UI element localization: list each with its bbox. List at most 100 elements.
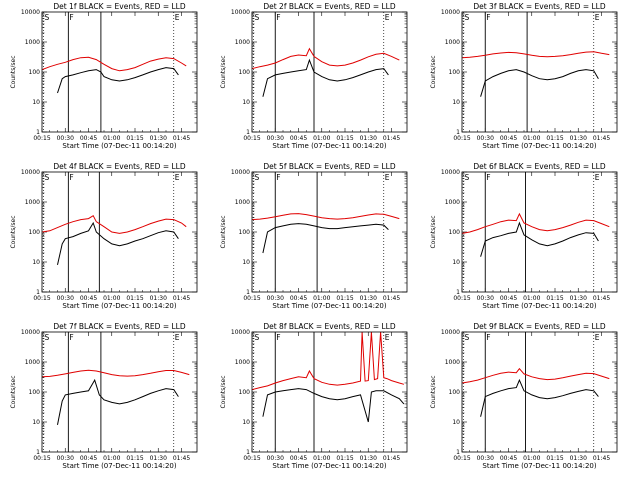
event-marker-label: F — [486, 173, 490, 182]
y-axis-label: Counts/sec — [220, 375, 227, 408]
series-group — [42, 214, 187, 266]
y-tick-label: 100 — [239, 229, 251, 236]
y-tick-label: 10 — [242, 99, 250, 106]
x-tick-label: 00:15 — [453, 135, 470, 142]
x-tick-label: 01:15 — [546, 455, 563, 462]
y-tick-label: 10000 — [21, 169, 40, 176]
x-tick-label: 00:45 — [500, 455, 517, 462]
series-line-events — [262, 223, 389, 254]
event-marker-label: F — [69, 173, 73, 182]
x-axis-label: Start Time (07-Dec-11 00:14:20) — [62, 462, 176, 470]
series-line-events — [480, 378, 599, 417]
y-tick-label: 1 — [36, 449, 40, 456]
series-line-events — [262, 58, 389, 97]
x-tick-label: 00:45 — [500, 295, 517, 302]
series-line-lld — [462, 51, 610, 59]
y-tick-label: 100 — [29, 229, 41, 236]
y-tick-label: 1 — [36, 129, 40, 136]
x-tick-label: 00:15 — [33, 455, 50, 462]
x-tick-label: 01:45 — [383, 135, 400, 142]
x-tick-label: 00:30 — [57, 295, 74, 302]
series-group — [42, 56, 187, 94]
x-tick-label: 01:00 — [103, 295, 120, 302]
event-marker-label: S — [465, 13, 470, 22]
y-tick-label: 100 — [239, 389, 251, 396]
event-marker-label: E — [385, 13, 390, 22]
y-tick-label: 10 — [452, 99, 460, 106]
event-marker-label: F — [486, 13, 490, 22]
y-tick-label: 1000 — [235, 39, 250, 46]
x-tick-label: 00:15 — [243, 455, 260, 462]
x-tick-label: 00:45 — [290, 135, 307, 142]
x-tick-label: 00:30 — [57, 455, 74, 462]
event-marker-label: E — [175, 13, 180, 22]
event-marker-label: F — [276, 173, 280, 182]
panel-title: Det 9f BLACK = Events, RED = LLD — [473, 322, 606, 331]
x-axis-label: Start Time (07-Dec-11 00:14:20) — [272, 142, 386, 150]
y-axis-label: Counts/sec — [10, 375, 17, 408]
y-tick-label: 10000 — [441, 9, 460, 16]
y-tick-label: 10 — [32, 99, 40, 106]
plot-frame — [251, 331, 408, 453]
y-tick-label: 100 — [29, 69, 41, 76]
x-tick-label: 01:30 — [150, 135, 167, 142]
detector-panel-2: Det 2f BLACK = Events, RED = LLD 1 10 100 10… — [220, 2, 408, 150]
event-marker-label: E — [385, 173, 390, 182]
x-tick-label: 00:15 — [453, 455, 470, 462]
x-tick-label: 01:45 — [173, 135, 190, 142]
event-marker-label: E — [175, 173, 180, 182]
x-tick-label: 01:15 — [546, 135, 563, 142]
detector-panel-7: Det 7f BLACK = Events, RED = LLD 1 10 100 10… — [10, 322, 198, 470]
y-tick-label: 1 — [456, 289, 460, 296]
x-tick-label: 00:15 — [33, 135, 50, 142]
event-marker-label: F — [69, 333, 73, 342]
event-marker-label: E — [385, 333, 390, 342]
y-tick-label: 1000 — [445, 359, 460, 366]
x-tick-label: 01:45 — [593, 455, 610, 462]
x-tick-label: 01:45 — [593, 295, 610, 302]
x-tick-label: 01:30 — [570, 295, 587, 302]
x-tick-label: 01:45 — [173, 455, 190, 462]
y-tick-label: 10000 — [21, 9, 40, 16]
y-axis-label: Counts/sec — [10, 215, 17, 248]
y-tick-label: 10000 — [231, 9, 250, 16]
series-group — [252, 332, 405, 423]
x-tick-label: 01:45 — [383, 455, 400, 462]
series-line-lld — [252, 47, 400, 70]
y-tick-label: 10000 — [441, 329, 460, 336]
series-line-events — [262, 388, 405, 423]
x-tick-label: 01:15 — [126, 455, 143, 462]
x-tick-label: 01:30 — [150, 295, 167, 302]
x-axis-label: Start Time (07-Dec-11 00:14:20) — [62, 302, 176, 310]
event-marker-label: S — [255, 13, 260, 22]
x-tick-label: 01:30 — [360, 295, 377, 302]
plot-frame — [461, 331, 618, 453]
x-tick-label: 01:30 — [570, 455, 587, 462]
series-line-lld — [42, 56, 187, 72]
x-axis-label: Start Time (07-Dec-11 00:14:20) — [272, 302, 386, 310]
y-tick-label: 1000 — [445, 199, 460, 206]
y-tick-label: 1 — [246, 289, 250, 296]
detector-panel-4: Det 4f BLACK = Events, RED = LLD 1 10 100 10… — [10, 162, 198, 310]
event-marker-label: E — [595, 333, 600, 342]
y-tick-label: 100 — [449, 69, 461, 76]
event-marker-label: F — [276, 333, 280, 342]
event-marker-label: E — [175, 333, 180, 342]
event-marker-label: E — [595, 13, 600, 22]
plot-frame — [41, 171, 198, 293]
panel-title: Det 1f BLACK = Events, RED = LLD — [53, 2, 186, 11]
y-tick-label: 1000 — [25, 39, 40, 46]
x-axis-label: Start Time (07-Dec-11 00:14:20) — [482, 462, 596, 470]
x-tick-label: 01:45 — [173, 295, 190, 302]
x-tick-label: 01:45 — [593, 135, 610, 142]
y-tick-label: 100 — [29, 389, 41, 396]
panel-title: Det 5f BLACK = Events, RED = LLD — [263, 162, 396, 171]
event-marker-label: F — [486, 333, 490, 342]
panel-title: Det 2f BLACK = Events, RED = LLD — [263, 2, 396, 11]
series-line-lld — [462, 367, 610, 384]
y-tick-label: 10000 — [441, 169, 460, 176]
y-tick-label: 100 — [239, 69, 251, 76]
panel-title: Det 7f BLACK = Events, RED = LLD — [53, 322, 186, 331]
y-tick-label: 10 — [452, 419, 460, 426]
